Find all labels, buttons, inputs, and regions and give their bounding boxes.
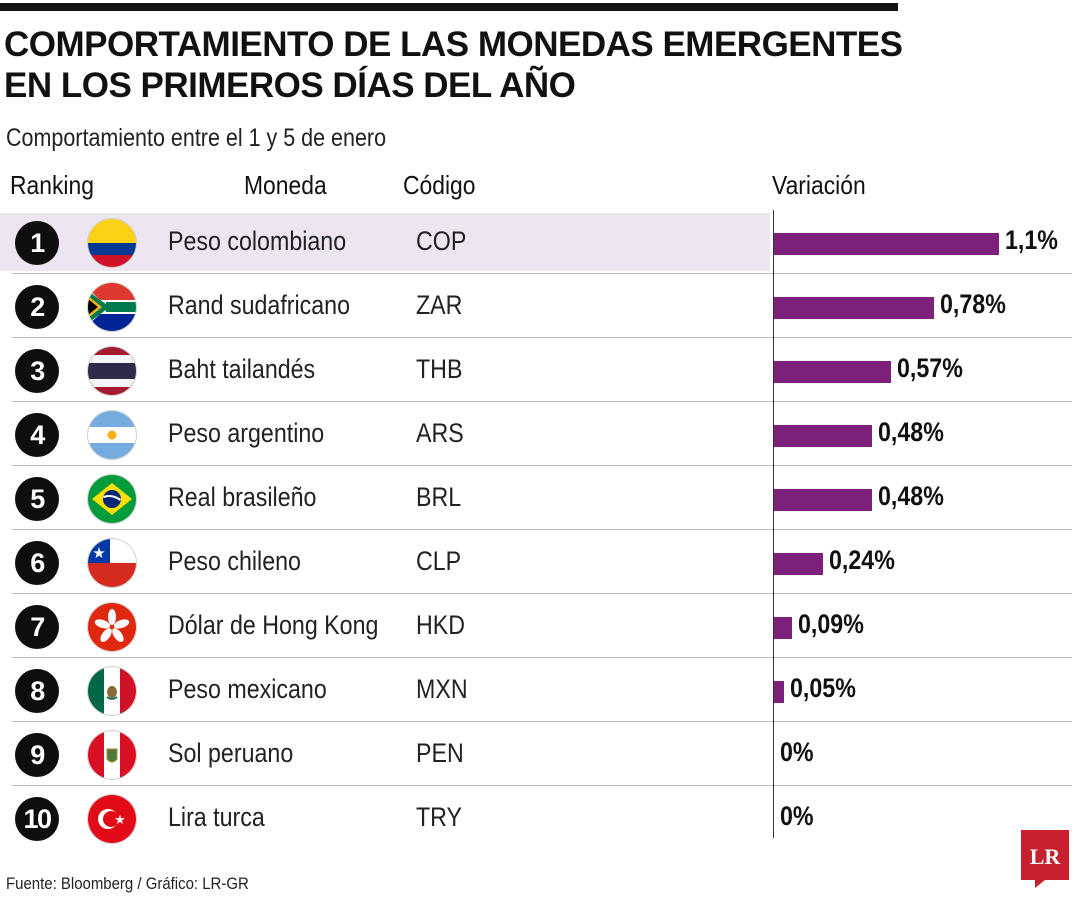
table-row: 9 Sol peruano PEN 0% xyxy=(0,722,1080,786)
row-separator xyxy=(12,273,1072,274)
table-row: 3 Baht tailandés THB 0,57% xyxy=(0,338,1080,402)
source-note: Fuente: Bloomberg / Gráfico: LR-GR xyxy=(6,874,249,893)
rank-badge: 6 xyxy=(15,541,59,585)
variation-value-label: 0,48% xyxy=(878,481,944,511)
rank-badge: 1 xyxy=(15,221,59,265)
variation-bar xyxy=(774,489,872,511)
svg-text:★: ★ xyxy=(114,813,126,828)
peru-flag-icon xyxy=(88,731,136,779)
rank-badge: 8 xyxy=(15,669,59,713)
row-separator xyxy=(12,593,1072,594)
rank-badge: 4 xyxy=(15,413,59,457)
table-row: 10 ★ Lira turca TRY 0% xyxy=(0,786,1080,850)
table-row: 1 Peso colombiano COP 1,1% xyxy=(0,210,1080,274)
currency-code: ZAR xyxy=(416,290,463,320)
header-variacion: Variación xyxy=(772,170,866,200)
rank-badge: 2 xyxy=(15,285,59,329)
currency-name: Peso mexicano xyxy=(168,674,327,704)
variation-value-label: 1,1% xyxy=(1005,225,1058,255)
turkey-flag-icon: ★ xyxy=(88,795,136,843)
variation-bar xyxy=(774,617,792,639)
variation-value-label: 0,09% xyxy=(798,609,864,639)
header-codigo: Código xyxy=(403,170,476,200)
rank-badge: 3 xyxy=(15,349,59,393)
row-separator xyxy=(12,721,1072,722)
hong-kong-flag-icon xyxy=(88,603,136,651)
top-rule xyxy=(0,3,898,11)
svg-text:★: ★ xyxy=(92,544,105,562)
header-ranking: Ranking xyxy=(10,170,94,200)
header-moneda: Moneda xyxy=(244,170,327,200)
currency-code: CLP xyxy=(416,546,462,576)
colombia-flag-icon xyxy=(88,219,136,267)
currency-name: Dólar de Hong Kong xyxy=(168,610,379,640)
currency-code: PEN xyxy=(416,738,464,768)
table-row: 5 Real brasileño BRL 0,48% xyxy=(0,466,1080,530)
variation-bar xyxy=(774,361,891,383)
variation-value-label: 0% xyxy=(780,801,814,831)
row-separator xyxy=(12,401,1072,402)
rank-badge: 10 xyxy=(15,797,59,841)
currency-code: COP xyxy=(416,226,467,256)
currency-name: Lira turca xyxy=(168,802,265,832)
currency-name: Peso colombiano xyxy=(168,226,347,256)
variation-value-label: 0,78% xyxy=(940,289,1006,319)
currency-name: Sol peruano xyxy=(168,738,294,768)
lr-logo: LR xyxy=(1021,830,1069,888)
currency-code: ARS xyxy=(416,418,464,448)
currency-code: THB xyxy=(416,354,463,384)
chart-subtitle: Comportamiento entre el 1 y 5 de enero xyxy=(6,124,387,152)
variation-bar xyxy=(774,681,784,703)
currency-name: Baht tailandés xyxy=(168,354,316,384)
variation-bar xyxy=(774,233,999,255)
variation-value-label: 0,48% xyxy=(878,417,944,447)
currency-name: Real brasileño xyxy=(168,482,317,512)
title-line-2: EN LOS PRIMEROS DÍAS DEL AÑO xyxy=(4,66,576,105)
currency-code: HKD xyxy=(416,610,466,640)
rank-badge: 5 xyxy=(15,477,59,521)
currency-name: Peso argentino xyxy=(168,418,325,448)
variation-bar xyxy=(774,553,823,575)
rank-badge: 7 xyxy=(15,605,59,649)
variation-bar xyxy=(774,297,934,319)
south-africa-flag-icon xyxy=(88,283,136,331)
table-row: 8 Peso mexicano MXN 0,05% xyxy=(0,658,1080,722)
variation-value-label: 0,24% xyxy=(829,545,895,575)
bar-axis-line xyxy=(773,210,774,838)
variation-bar xyxy=(774,425,872,447)
currency-code: TRY xyxy=(416,802,463,832)
currency-code: BRL xyxy=(416,482,462,512)
argentina-flag-icon xyxy=(88,411,136,459)
rank-badge: 9 xyxy=(15,733,59,777)
chile-flag-icon: ★ xyxy=(88,539,136,587)
table-row: 4 Peso argentino ARS 0,48% xyxy=(0,402,1080,466)
chart-title: COMPORTAMIENTO DE LAS MONEDAS EMERGENTES… xyxy=(4,24,904,106)
currency-code: MXN xyxy=(416,674,468,704)
title-line-1: COMPORTAMIENTO DE LAS MONEDAS EMERGENTES xyxy=(4,25,903,64)
brazil-flag-icon xyxy=(88,475,136,523)
table-row: 7 Dólar de Hong Kong HKD 0,09% xyxy=(0,594,1080,658)
mexico-flag-icon xyxy=(88,667,136,715)
lr-logo-text: LR xyxy=(1030,844,1062,869)
row-separator xyxy=(12,785,1072,786)
table-row: 6 ★ Peso chileno CLP 0,24% xyxy=(0,530,1080,594)
variation-value-label: 0,57% xyxy=(897,353,963,383)
variation-value-label: 0% xyxy=(780,737,814,767)
currency-name: Peso chileno xyxy=(168,546,301,576)
row-separator xyxy=(12,465,1072,466)
currency-name: Rand sudafricano xyxy=(168,290,351,320)
table-row: 2 Rand sudafricano ZAR 0,78% xyxy=(0,274,1080,338)
thailand-flag-icon xyxy=(88,347,136,395)
ranking-table: 1 Peso colombiano COP 1,1% 2 Rand sudafricano… xyxy=(0,210,1080,850)
row-separator xyxy=(12,337,1072,338)
row-separator xyxy=(12,657,1072,658)
row-separator xyxy=(12,529,1072,530)
variation-value-label: 0,05% xyxy=(790,673,856,703)
